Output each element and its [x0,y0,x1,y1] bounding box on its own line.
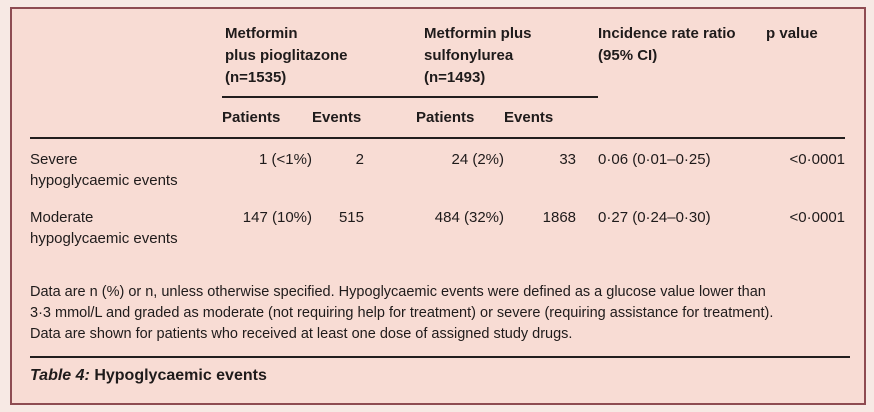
row-label: Severe hypoglycaemic events [30,138,222,197]
pvalue-header-line: p value [766,25,818,42]
caption-divider [30,356,850,358]
group-header-row: Metformin plus pioglitazone (n=1535) Met… [30,23,845,98]
group-header-line: Metformin [225,25,298,42]
row-label: Moderate hypoglycaemic events [30,197,222,255]
cell-pvalue: <0·0001 [789,151,846,168]
table-row-moderate: Moderate hypoglycaemic events 147 (10%) … [30,197,845,255]
results-table: Metformin plus pioglitazone (n=1535) Met… [30,23,846,255]
subheader-patients-pioglitazone: Patients [222,98,312,139]
cell-patients-pioglitazone: 1 (<1%) [259,151,312,168]
cell-pvalue: <0·0001 [789,209,846,226]
cell-patients-sulfonylurea: 24 (2%) [451,151,505,168]
irr-column-header: Incidence rate ratio (95% CI) [598,23,766,98]
spacer-cell [598,98,767,139]
cell-events-sulfonylurea: 33 [559,151,577,168]
cell-patients-pioglitazone: 147 (10%) [242,209,312,226]
group-header-line: Metformin plus [424,25,532,42]
spacer-cell [30,23,222,98]
group-header-sulfonylurea: Metformin plus sulfonylurea (n=1493) [416,23,599,98]
spacer-cell [384,197,416,255]
subheader-events-sulfonylurea: Events [504,98,577,139]
footnote-line: Data are n (%) or n, unless otherwise sp… [30,284,766,300]
spacer-cell [384,98,417,139]
footnote-line: 3·3 mmol/L and graded as moderate (not r… [30,305,774,321]
spacer-cell [766,98,846,139]
pvalue-column-header: p value [766,23,845,98]
cell-events-pioglitazone: 2 [355,151,364,168]
irr-header-line: Incidence rate ratio [598,25,736,42]
row-label-line: Severe [30,151,78,168]
spacer-cell [576,197,598,255]
subheader-row: Patients Events Patients Events [30,98,846,139]
group-header-line: sulfonylurea [424,47,514,64]
table-row-severe: Severe hypoglycaemic events 1 (<1%) 2 24… [30,138,845,197]
group-header-line: (n=1493) [424,69,486,86]
row-label-line: hypoglycaemic events [30,172,178,189]
spacer-cell [384,138,416,197]
row-label-line: hypoglycaemic events [30,230,178,247]
row-label-line: Moderate [30,209,94,226]
subheader-events-pioglitazone: Events [312,98,384,139]
group-header-line: (n=1535) [225,69,287,86]
table-caption: Table 4: Hypoglycaemic events [30,367,848,385]
spacer-cell [576,138,598,197]
cell-incidence-rate-ratio: 0·27 (0·24–0·30) [598,209,711,226]
table-panel: Metformin plus pioglitazone (n=1535) Met… [10,7,866,405]
spacer-cell [30,98,222,139]
group-header-pioglitazone: Metformin plus pioglitazone (n=1535) [222,23,417,98]
subheader-patients-sulfonylurea: Patients [416,98,505,139]
spacer-cell [576,98,599,139]
cell-incidence-rate-ratio: 0·06 (0·01–0·25) [598,151,711,168]
group-header-line: plus pioglitazone [225,47,348,64]
cell-events-pioglitazone: 515 [338,209,364,226]
table-footnote: Data are n (%) or n, unless otherwise sp… [30,282,848,345]
cell-events-sulfonylurea: 1868 [542,209,577,226]
cell-patients-sulfonylurea: 484 (32%) [434,209,505,226]
irr-header-line: (95% CI) [598,47,658,64]
caption-label: Table 4: [30,367,90,384]
caption-title: Hypoglycaemic events [94,367,267,384]
footnote-line: Data are shown for patients who received… [30,326,573,342]
